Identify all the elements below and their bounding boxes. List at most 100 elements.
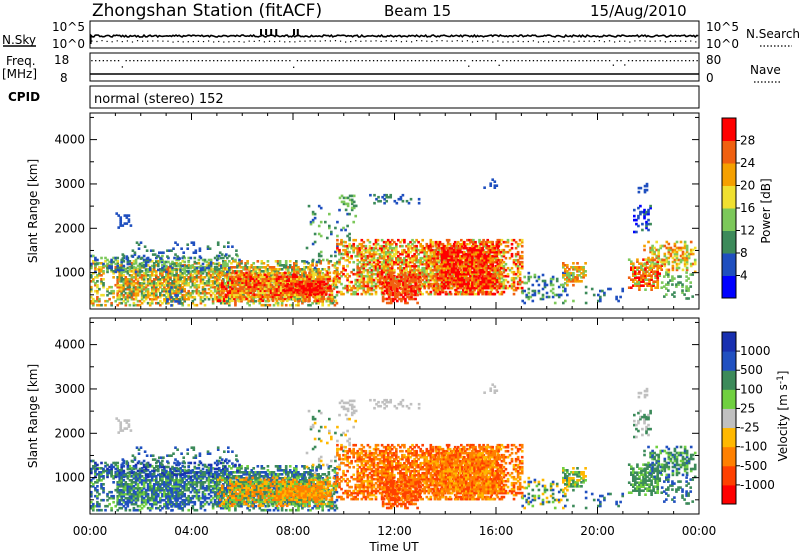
freq-dot — [376, 60, 379, 62]
power-cell — [180, 247, 183, 250]
power-cell — [220, 253, 224, 256]
power-cell — [512, 280, 516, 284]
power-cell — [92, 260, 95, 263]
power-cell — [132, 268, 136, 271]
power-cell — [502, 264, 506, 268]
power-cell — [380, 246, 384, 250]
freq-dot — [95, 60, 97, 62]
power-cell — [440, 282, 444, 286]
power-cell — [126, 285, 130, 289]
nsearch-dot — [253, 40, 255, 42]
power-cell — [304, 280, 308, 284]
freq-dot — [692, 60, 694, 62]
power-cell — [440, 260, 444, 264]
power-cell — [259, 279, 263, 283]
power-cell — [94, 268, 97, 271]
power-cell — [122, 264, 126, 268]
power-cell — [316, 275, 319, 279]
power-cell — [376, 266, 380, 270]
power-cell — [376, 256, 380, 260]
power-cell — [306, 291, 309, 295]
power-cell — [440, 256, 444, 260]
power-cell — [362, 276, 366, 280]
freq-dot — [102, 60, 104, 62]
power-cell — [199, 276, 203, 279]
power-cell — [251, 289, 255, 293]
nsky-label: N.Sky — [2, 33, 36, 47]
power-cell — [372, 266, 376, 270]
nsearch-dot — [177, 40, 179, 43]
power-cell — [448, 278, 452, 282]
power-cell — [171, 270, 174, 273]
power-cell — [146, 268, 150, 272]
power-cell — [152, 291, 156, 295]
power-cell — [366, 256, 370, 260]
nsearch-dot — [96, 40, 98, 43]
power-cell — [159, 293, 162, 297]
power-cell — [392, 283, 395, 287]
power-cell — [161, 260, 164, 264]
power-cell — [374, 292, 378, 296]
power-cell — [128, 282, 132, 285]
nsearch-dot — [360, 40, 362, 42]
power-cell — [461, 270, 464, 274]
power-cell — [240, 299, 243, 303]
power-cell — [243, 275, 246, 279]
power-cell — [446, 252, 450, 256]
power-cell — [126, 291, 130, 295]
freq-dot — [498, 64, 500, 66]
power-cell — [114, 256, 118, 260]
power-cell — [338, 290, 341, 294]
power-cell — [376, 242, 380, 246]
power-cell — [267, 281, 271, 285]
power-cell — [438, 278, 442, 282]
power-cell — [235, 295, 238, 299]
power-cell — [465, 282, 468, 286]
power-cell — [240, 270, 243, 273]
power-cell — [352, 244, 356, 248]
power-cell — [502, 278, 506, 282]
power-cell — [411, 248, 414, 252]
power-cell — [144, 283, 148, 287]
nsearch-dot — [202, 40, 205, 43]
nave-tick-high: 80 — [706, 53, 721, 67]
power-cell — [393, 254, 396, 258]
power-cell — [362, 280, 366, 284]
power-cell — [199, 291, 203, 295]
power-cell — [126, 260, 130, 264]
power-cell — [324, 220, 327, 224]
power-cell — [340, 240, 343, 244]
power-cell — [114, 299, 118, 303]
power-cell — [137, 243, 141, 246]
power-cell — [226, 299, 229, 303]
power-cell — [316, 277, 319, 281]
power-cell — [191, 299, 195, 303]
nsearch-dot — [116, 40, 118, 42]
power-cell — [161, 278, 164, 281]
power-cell — [381, 281, 385, 285]
power-cell — [456, 292, 460, 296]
power-cell — [247, 275, 250, 279]
power-cell — [378, 248, 382, 252]
power-cell — [146, 295, 150, 299]
power-cell — [317, 224, 321, 228]
power-cell — [121, 257, 125, 260]
power-cell — [159, 285, 162, 289]
power-cell — [444, 276, 448, 280]
power-cell — [439, 242, 443, 246]
power-cell — [393, 248, 396, 252]
power-cell — [452, 270, 456, 274]
power-cell — [130, 280, 134, 283]
power-cell — [138, 282, 142, 285]
power-cell — [427, 280, 431, 284]
power-cell — [380, 250, 384, 254]
freq-dot — [357, 60, 360, 62]
power-cell — [382, 244, 386, 248]
power-cell — [413, 252, 416, 256]
power-cell — [324, 273, 328, 277]
power-cell — [436, 276, 440, 280]
power-cell — [112, 270, 115, 273]
power-cell — [330, 297, 334, 301]
power-cell — [199, 268, 203, 272]
power-cell — [376, 248, 380, 252]
